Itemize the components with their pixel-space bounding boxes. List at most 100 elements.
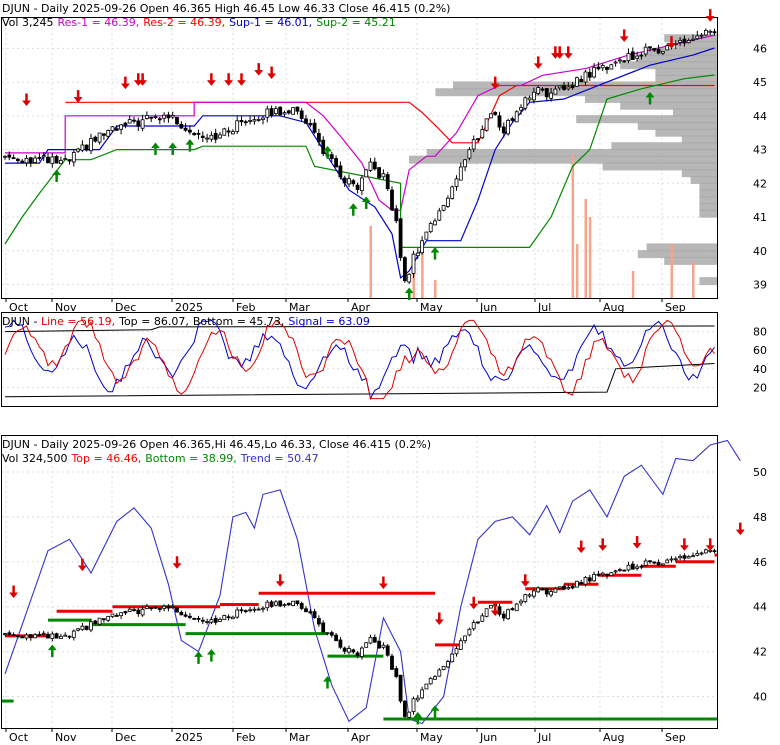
trend-candle [661, 563, 665, 566]
volume-profile-bar [620, 61, 717, 70]
trend-up-arrow [47, 644, 57, 658]
price-candle [235, 120, 240, 132]
volume-profile-bar [637, 121, 717, 130]
volume-profile-bar [576, 115, 717, 124]
stochastic-gridlines [2, 331, 717, 388]
price-candle [385, 174, 390, 190]
trend-month-label: Jun [479, 731, 497, 744]
price-up-arrow [645, 91, 655, 105]
price-month-label: Oct [9, 301, 29, 314]
res1-line [5, 34, 715, 211]
volume-profile-bar [699, 182, 717, 191]
trend-candle [355, 652, 360, 657]
volume-profile-bar [426, 148, 717, 157]
price-candle [532, 91, 536, 101]
price-candle [678, 39, 682, 43]
trend-candle [480, 615, 485, 622]
price-candle [7, 154, 12, 158]
price-candle [261, 117, 265, 120]
price-candle [291, 107, 296, 115]
price-up-arrow [150, 142, 161, 156]
trend-candle [398, 674, 403, 702]
trend-candle [450, 653, 455, 663]
trend-down-arrow [735, 522, 745, 536]
price-candle [441, 205, 446, 211]
trend-candle [424, 683, 429, 690]
trend-gridlines [2, 436, 717, 728]
price-tick-label: 44 [753, 110, 767, 123]
trend-candle [665, 559, 670, 564]
price-candle [523, 97, 528, 109]
stochastic-y-axis: 80 60 40 20 [753, 326, 767, 395]
volume-bar [434, 280, 437, 298]
volume-profile-bar [602, 162, 717, 171]
price-candle [144, 115, 149, 119]
trend-candle [458, 640, 463, 650]
volume-profile-bar [677, 40, 717, 49]
trend-candle [510, 608, 515, 611]
price-candle [299, 110, 304, 119]
trend-candle [643, 560, 648, 566]
trend-candle [351, 649, 356, 653]
price-candle [119, 124, 123, 130]
price-candle [46, 156, 50, 164]
price-candle [295, 106, 300, 112]
price-down-arrow [224, 73, 234, 86]
price-candle [626, 53, 631, 61]
trend-candle [622, 569, 627, 572]
price-candle [132, 119, 136, 122]
trend-candle [127, 608, 132, 612]
volume-profile-bar [699, 196, 717, 205]
trend-candle [618, 569, 622, 571]
trend-down-arrow [172, 556, 182, 569]
price-candle [630, 51, 635, 60]
price-candle [463, 159, 468, 168]
trend-candle [205, 621, 210, 623]
trend-candle [600, 572, 605, 576]
price-candle [230, 131, 235, 135]
volume-profile-bar [673, 108, 717, 117]
price-candle [566, 86, 571, 90]
price-month-label: Sep [665, 301, 686, 314]
trend-y-axis: 50 48 46 44 42 40 [753, 466, 767, 704]
trend-tick-label: 44 [753, 601, 767, 614]
trend-down-arrow [705, 538, 715, 551]
trend-candle [712, 550, 717, 553]
trend-down-arrow [9, 585, 19, 599]
price-candle [243, 121, 248, 124]
stochastic-tick-label: 60 [753, 344, 767, 357]
volume-profile-bar [620, 101, 717, 110]
trend-candle [514, 603, 519, 612]
trend-month-label: Mar [289, 731, 310, 744]
trend-candle [527, 594, 532, 597]
trend-legend-levels: Vol 324,500 Top = 46.46, Bottom = 38.99, Tr… [2, 452, 319, 465]
trend-candle [669, 558, 674, 561]
trend-candle [321, 622, 326, 633]
trend-candle [544, 588, 549, 595]
trend-candle [338, 639, 343, 648]
trend-down-arrow [77, 558, 87, 572]
price-candle [205, 137, 210, 140]
price-candle [605, 66, 609, 70]
price-tick-label: 46 [753, 42, 767, 55]
price-candle [467, 149, 472, 159]
volume-bar [588, 217, 592, 298]
price-candle [200, 135, 205, 138]
price-candle [321, 139, 326, 154]
volume-profile-bar [699, 189, 717, 198]
trend-candle [37, 634, 42, 636]
stochastic-bottom-band [4, 363, 715, 398]
trend-candle [596, 573, 601, 576]
trend-x-axis: Oct Nov Dec 2025 Feb Mar Apr May Jun Jul Aug Sep [5, 728, 686, 744]
price-candle [110, 126, 115, 132]
price-candle [15, 158, 20, 162]
trend-down-arrow [632, 536, 642, 549]
trend-candle [192, 618, 197, 620]
volume-bar [571, 154, 575, 298]
trend-candle [261, 607, 265, 610]
trend-candle [579, 582, 584, 585]
price-candle [712, 31, 717, 34]
price-legend-levels: Vol 3,245 Res-1 = 46.39, Res-2 = 46.39, Sup… [2, 16, 396, 29]
price-candle [635, 55, 639, 59]
price-candle [501, 126, 506, 134]
